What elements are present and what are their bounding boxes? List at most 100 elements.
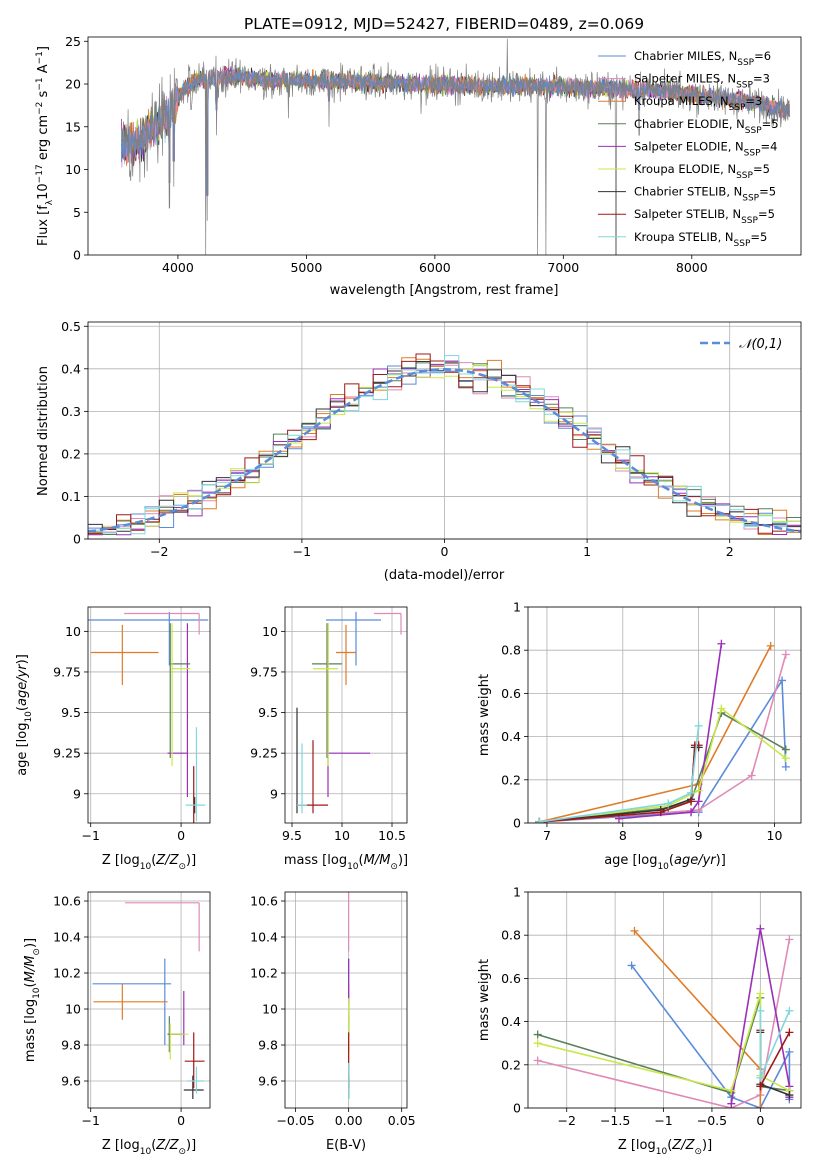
label-part: (	[151, 1138, 156, 1153]
plot-area-spectrum	[121, 38, 790, 255]
label-part: (	[23, 982, 38, 987]
label-part: M/M	[364, 853, 391, 868]
y-tick-label: 0.8	[501, 643, 521, 658]
y-tick-label: 9.8	[61, 1038, 81, 1053]
label-part: )]	[15, 654, 30, 664]
y-tick-label: 0.1	[61, 489, 81, 504]
x-axis-label: age [log10(age/yr)]	[604, 853, 726, 872]
series-point-salpeter_miles	[694, 806, 703, 815]
x-axis-label: E(B-V)	[326, 1138, 366, 1153]
x-axis-label: mass [log10(M/M⊙)]	[284, 853, 408, 872]
legend-label: Kroupa STELIB, NSSP=5	[634, 230, 767, 249]
y-tick-label: 10	[262, 624, 278, 639]
label-part: )]	[23, 938, 38, 948]
y-axis-label: age [log10(age/yr)]	[15, 654, 34, 776]
legend-label: Chabrier STELIB, NSSP=5	[634, 185, 776, 204]
y-tick-label: 9.5	[258, 705, 278, 720]
series-line-kroupa_miles	[633, 930, 762, 1108]
x-tick-label: 8000	[676, 260, 708, 275]
label-part: 10	[140, 1147, 152, 1157]
y-tick-label: 5	[73, 205, 81, 220]
axes-frame	[284, 606, 408, 824]
label-part: age/yr	[15, 663, 30, 706]
y-tick-label: 20	[65, 77, 81, 92]
y-tick-label: 10	[65, 624, 81, 639]
x-tick-label: −2	[558, 1113, 576, 1128]
axes-frame	[87, 321, 802, 540]
label-part: )]	[186, 1138, 196, 1153]
panel-residuals: −2 −1 0 1 2 0 0.1 0.2 0.3 0.4 0.5 (data-model)/erro…	[36, 319, 802, 583]
label-part: =5	[759, 185, 776, 199]
series-point-kroupa_miles	[766, 641, 775, 650]
legend-label: Kroupa ELODIE, NSSP=5	[634, 162, 770, 181]
y-tick-label: 9.75	[53, 664, 81, 679]
y-tick-label: 0.3	[61, 404, 81, 419]
series-point-kroupa_elodie	[717, 704, 726, 713]
y-axis-label: mass weight	[477, 674, 492, 756]
label-part: Z/Z	[671, 1138, 695, 1153]
normal-curve	[88, 368, 801, 533]
label-part: λ	[45, 199, 55, 205]
x-tick-label: 5000	[290, 260, 322, 275]
label-part: Chabrier MILES, N	[634, 49, 737, 63]
plot-area-residuals	[88, 353, 801, 536]
series-point-chabrier_miles	[785, 1047, 794, 1056]
x-tick-label: 0.00	[335, 1113, 363, 1128]
x-tick-label: 0	[177, 828, 185, 843]
label-part: 10	[36, 183, 51, 200]
label-part: M/M	[23, 956, 38, 983]
label-part: Z [log	[618, 1138, 656, 1153]
x-tick-label: −1.5	[600, 1113, 630, 1128]
y-axis-label: Flux [fλ10−17 erg cm−2 s−1 A−1]	[35, 46, 55, 246]
y-tick-label: 0	[513, 1101, 521, 1116]
y-tick-label: 9.6	[61, 1074, 81, 1089]
label-part: )]	[716, 853, 726, 868]
x-tick-label: 8	[619, 828, 627, 843]
series-point-kroupa_elodie	[781, 754, 790, 763]
label-part: age [log	[15, 723, 30, 776]
x-tick-label: 10	[767, 828, 783, 843]
series-point-salpeter_elodie	[694, 797, 703, 806]
plot-area-mass-vs-Z	[92, 902, 205, 1099]
label-part: SSP	[737, 58, 754, 68]
y-tick-label: 10.6	[53, 894, 81, 909]
series-point-chabrier_miles	[781, 762, 790, 771]
label-part: erg cm	[36, 115, 51, 164]
y-tick-label: 9.75	[250, 664, 278, 679]
series-line-kroupa_miles	[539, 645, 772, 823]
y-tick-label: 0.5	[61, 319, 81, 334]
y-tick-label: 0	[73, 532, 81, 547]
label-part: −1	[35, 51, 45, 64]
y-tick-label: 0.2	[501, 772, 521, 787]
y-tick-label: 0	[513, 816, 521, 831]
label-part: =6	[754, 49, 771, 63]
y-tick-label: 10.4	[53, 930, 81, 945]
y-tick-label: 0.4	[501, 1014, 521, 1029]
x-axis-label: wavelength [Angstrom, rest frame]	[330, 283, 559, 298]
series-point-salpeter_miles	[533, 1056, 542, 1065]
series-point-salpeter_elodie	[756, 924, 765, 933]
label-part: ]	[36, 46, 51, 51]
label-part: Z [log	[102, 1138, 140, 1153]
x-tick-label: 6000	[419, 260, 451, 275]
series-point-kroupa_elodie	[756, 989, 765, 998]
series-point-kroupa_stelib	[535, 817, 544, 823]
y-tick-label: 9.6	[258, 1074, 278, 1089]
label-part: ⊙	[694, 1147, 702, 1157]
figure-title: PLATE=0912, MJD=52427, FIBERID=0489, z=0…	[244, 15, 644, 33]
axes-frame	[527, 891, 802, 1109]
series-point-kroupa_miles	[756, 1104, 765, 1108]
y-tick-label: 9.8	[258, 1038, 278, 1053]
series-point-salpeter_miles	[747, 771, 756, 780]
label-part: (	[359, 853, 364, 868]
series-point-salpeter_miles	[785, 935, 794, 944]
x-tick-label: −1	[293, 544, 311, 559]
label-part: ⊙	[178, 862, 186, 872]
y-tick-label: 9	[73, 786, 81, 801]
label-part: SSP	[734, 239, 751, 249]
y-tick-label: 25	[65, 34, 81, 49]
label-part: 10	[347, 862, 359, 872]
label-part: SSP	[744, 148, 761, 158]
